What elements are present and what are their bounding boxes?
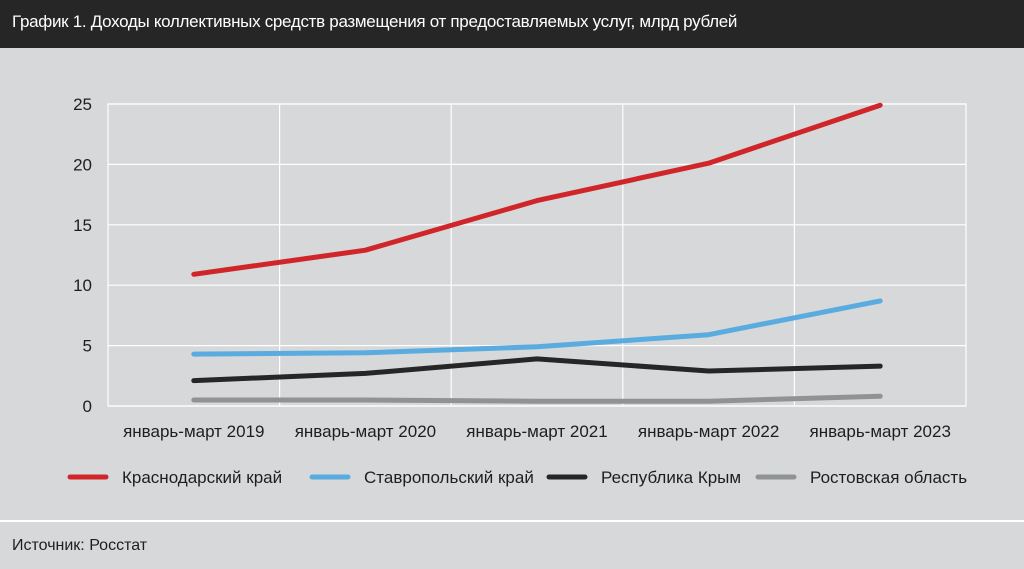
source-note: Источник: Росстат <box>12 537 148 554</box>
y-axis-ticks: 0 5 10 15 20 25 <box>73 95 92 416</box>
legend-label: Республика Крым <box>601 468 741 487</box>
chart-series <box>191 102 883 404</box>
x-tick-label: январь-март 2020 <box>295 422 436 441</box>
x-tick-label: январь-март 2021 <box>466 422 607 441</box>
series-line <box>191 393 883 404</box>
x-axis-ticks: январь-март 2019 январь-март 2020 январь-м… <box>123 422 951 441</box>
y-tick-label: 25 <box>73 95 92 114</box>
footer-divider <box>0 520 1024 522</box>
series-line <box>191 102 883 277</box>
x-tick-label: январь-март 2019 <box>123 422 264 441</box>
y-tick-label: 15 <box>73 216 92 235</box>
legend-label: Ставропольский край <box>364 468 534 487</box>
series-line <box>191 298 883 357</box>
y-tick-label: 5 <box>83 337 92 356</box>
series-line <box>191 356 883 384</box>
y-tick-label: 10 <box>73 276 92 295</box>
legend-label: Краснодарский край <box>122 468 282 487</box>
chart-legend: Краснодарский край Ставропольский край Рес… <box>67 468 967 487</box>
x-tick-label: январь-март 2023 <box>809 422 950 441</box>
legend-label: Ростовская область <box>810 468 967 487</box>
y-tick-label: 20 <box>73 155 92 174</box>
x-tick-label: январь-март 2022 <box>638 422 779 441</box>
y-tick-label: 0 <box>83 397 92 416</box>
chart-grid <box>107 103 967 407</box>
chart-title: График 1. Доходы коллективных средств ра… <box>0 0 1024 48</box>
